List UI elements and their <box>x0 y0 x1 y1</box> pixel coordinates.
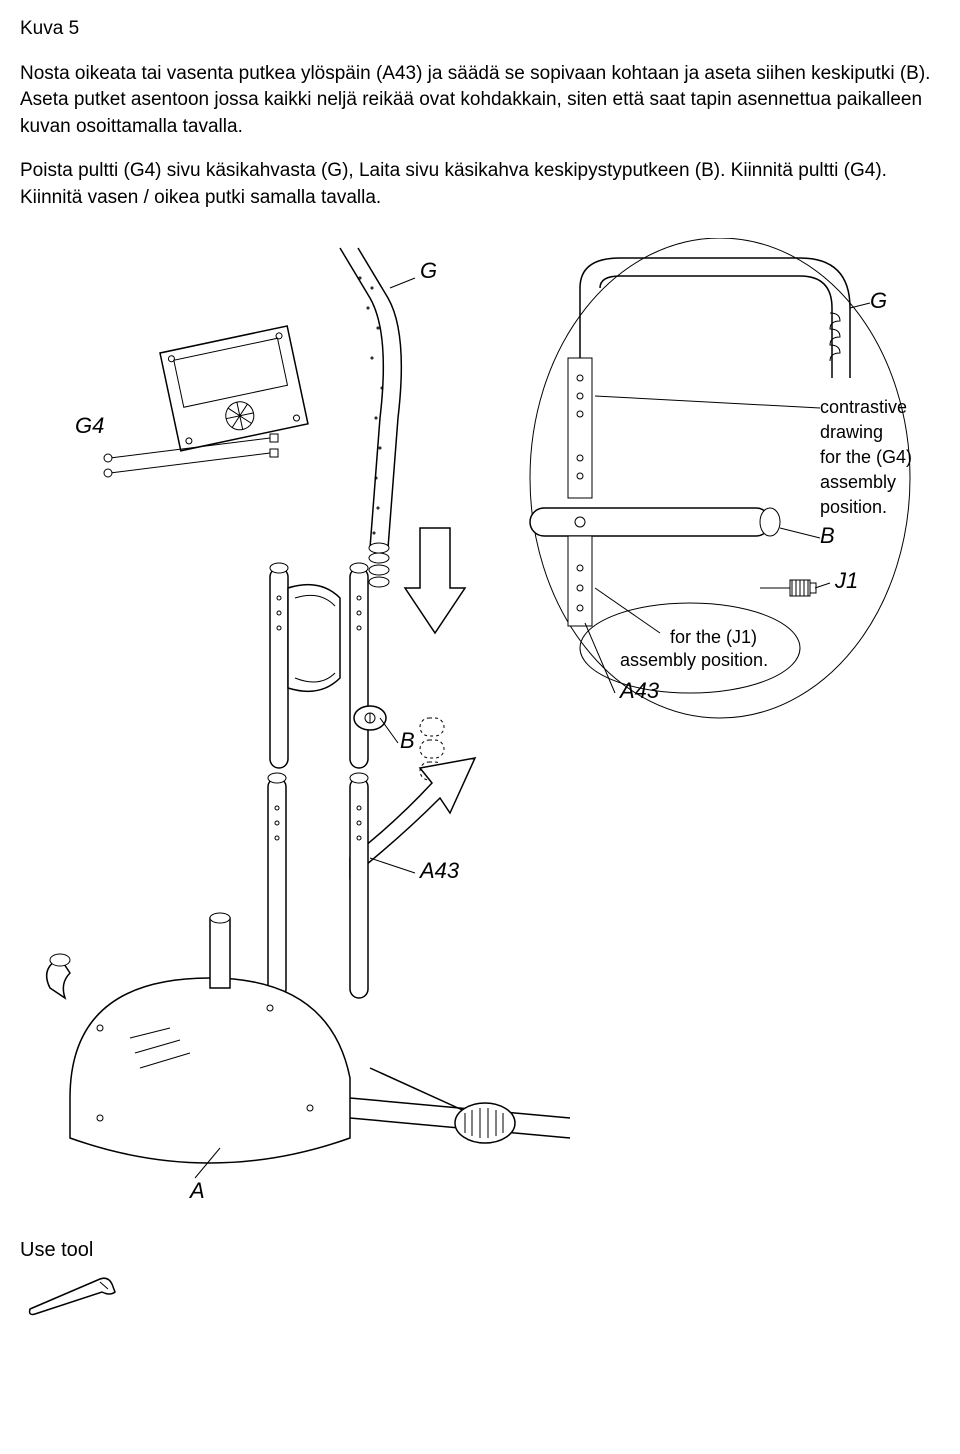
label-a43-right: A43 <box>618 678 660 703</box>
label-b-mid: B <box>400 728 415 753</box>
label-a: A <box>188 1178 205 1203</box>
label-assembly-pos: assembly position. <box>620 650 768 670</box>
label-b-right: B <box>820 523 835 548</box>
label-position: position. <box>820 497 887 517</box>
label-for-j1: for the (J1) <box>670 627 757 647</box>
title: Kuva 5 <box>20 16 940 43</box>
paragraph2: Poista pultti (G4) sivu käsikahvasta (G)… <box>20 158 940 211</box>
tool-icon <box>20 1264 140 1324</box>
label-a43-mid: A43 <box>418 858 460 883</box>
label-drawing: drawing <box>820 422 883 442</box>
label-assembly: assembly <box>820 472 896 492</box>
label-g-right: G <box>870 288 887 313</box>
assembly-diagram: G contrastive drawing for the (G4) assem… <box>20 238 940 1258</box>
label-j1: J1 <box>834 568 858 593</box>
label-for-the: for the (G4) <box>820 447 912 467</box>
label-g4: G4 <box>75 413 104 438</box>
label-contrastive: contrastive <box>820 397 907 417</box>
label-g-left: G <box>420 258 437 283</box>
paragraph1: Nosta oikeata tai vasenta putkea ylöspäi… <box>20 61 940 141</box>
